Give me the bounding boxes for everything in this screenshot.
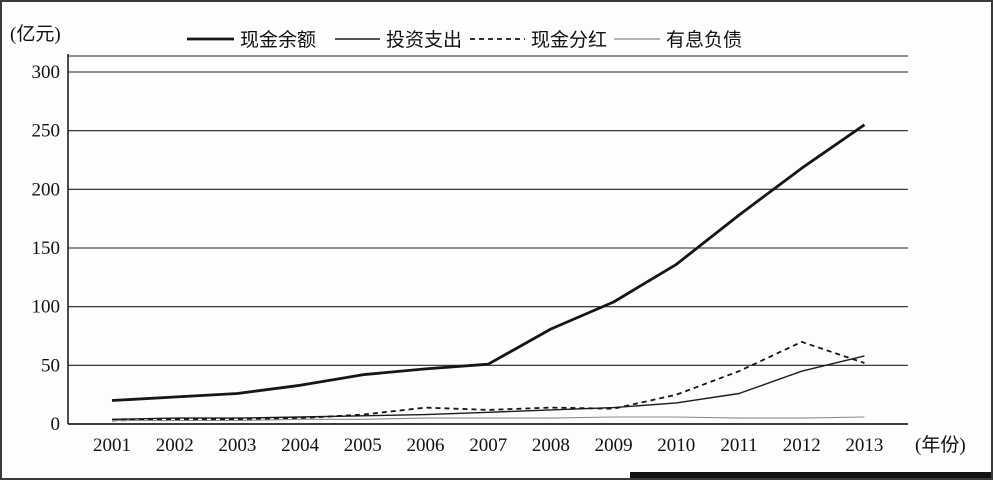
y-tick-label: 300	[32, 62, 61, 83]
x-axis-unit-label: (年份)	[915, 434, 966, 456]
x-tick-label: 2004	[281, 435, 320, 456]
legend-label-investment-expenditure: 投资支出	[386, 29, 462, 51]
x-tick-label: 2003	[218, 435, 256, 456]
x-tick-label: 2006	[407, 435, 445, 456]
series-line-investment-expenditure	[111, 355, 865, 420]
y-axis-unit-label: (亿元)	[10, 23, 61, 45]
series-line-cash-balance	[111, 123, 866, 402]
y-tick-label: 0	[51, 414, 61, 435]
y-tick-label: 200	[32, 179, 61, 200]
x-tick-label: 2001	[93, 435, 131, 456]
x-tick-label: 2013	[845, 435, 883, 456]
y-tick-label: 150	[32, 238, 61, 259]
legend-label-cash-dividend: 现金分红	[531, 29, 607, 51]
x-tick-label: 2005	[344, 435, 382, 456]
series-line-interest-bearing-debt	[112, 416, 865, 422]
y-tick-label: 100	[32, 297, 61, 318]
legend-label-interest-bearing-debt: 有息负债	[666, 29, 742, 51]
x-tick-label: 2012	[783, 435, 821, 456]
x-tick-label: 2009	[595, 435, 633, 456]
x-tick-label: 2011	[720, 435, 757, 456]
x-tick-label: 2010	[657, 435, 695, 456]
x-tick-label: 2008	[532, 435, 570, 456]
bottom-black-bar	[630, 472, 991, 478]
x-tick-label: 2007	[469, 435, 507, 456]
y-tick-label: 50	[41, 355, 60, 376]
legend-label-cash-balance: 现金余额	[240, 29, 316, 51]
x-tick-label: 2002	[156, 435, 194, 456]
series-line-cash-dividend	[111, 340, 865, 422]
y-tick-label: 250	[32, 121, 61, 142]
